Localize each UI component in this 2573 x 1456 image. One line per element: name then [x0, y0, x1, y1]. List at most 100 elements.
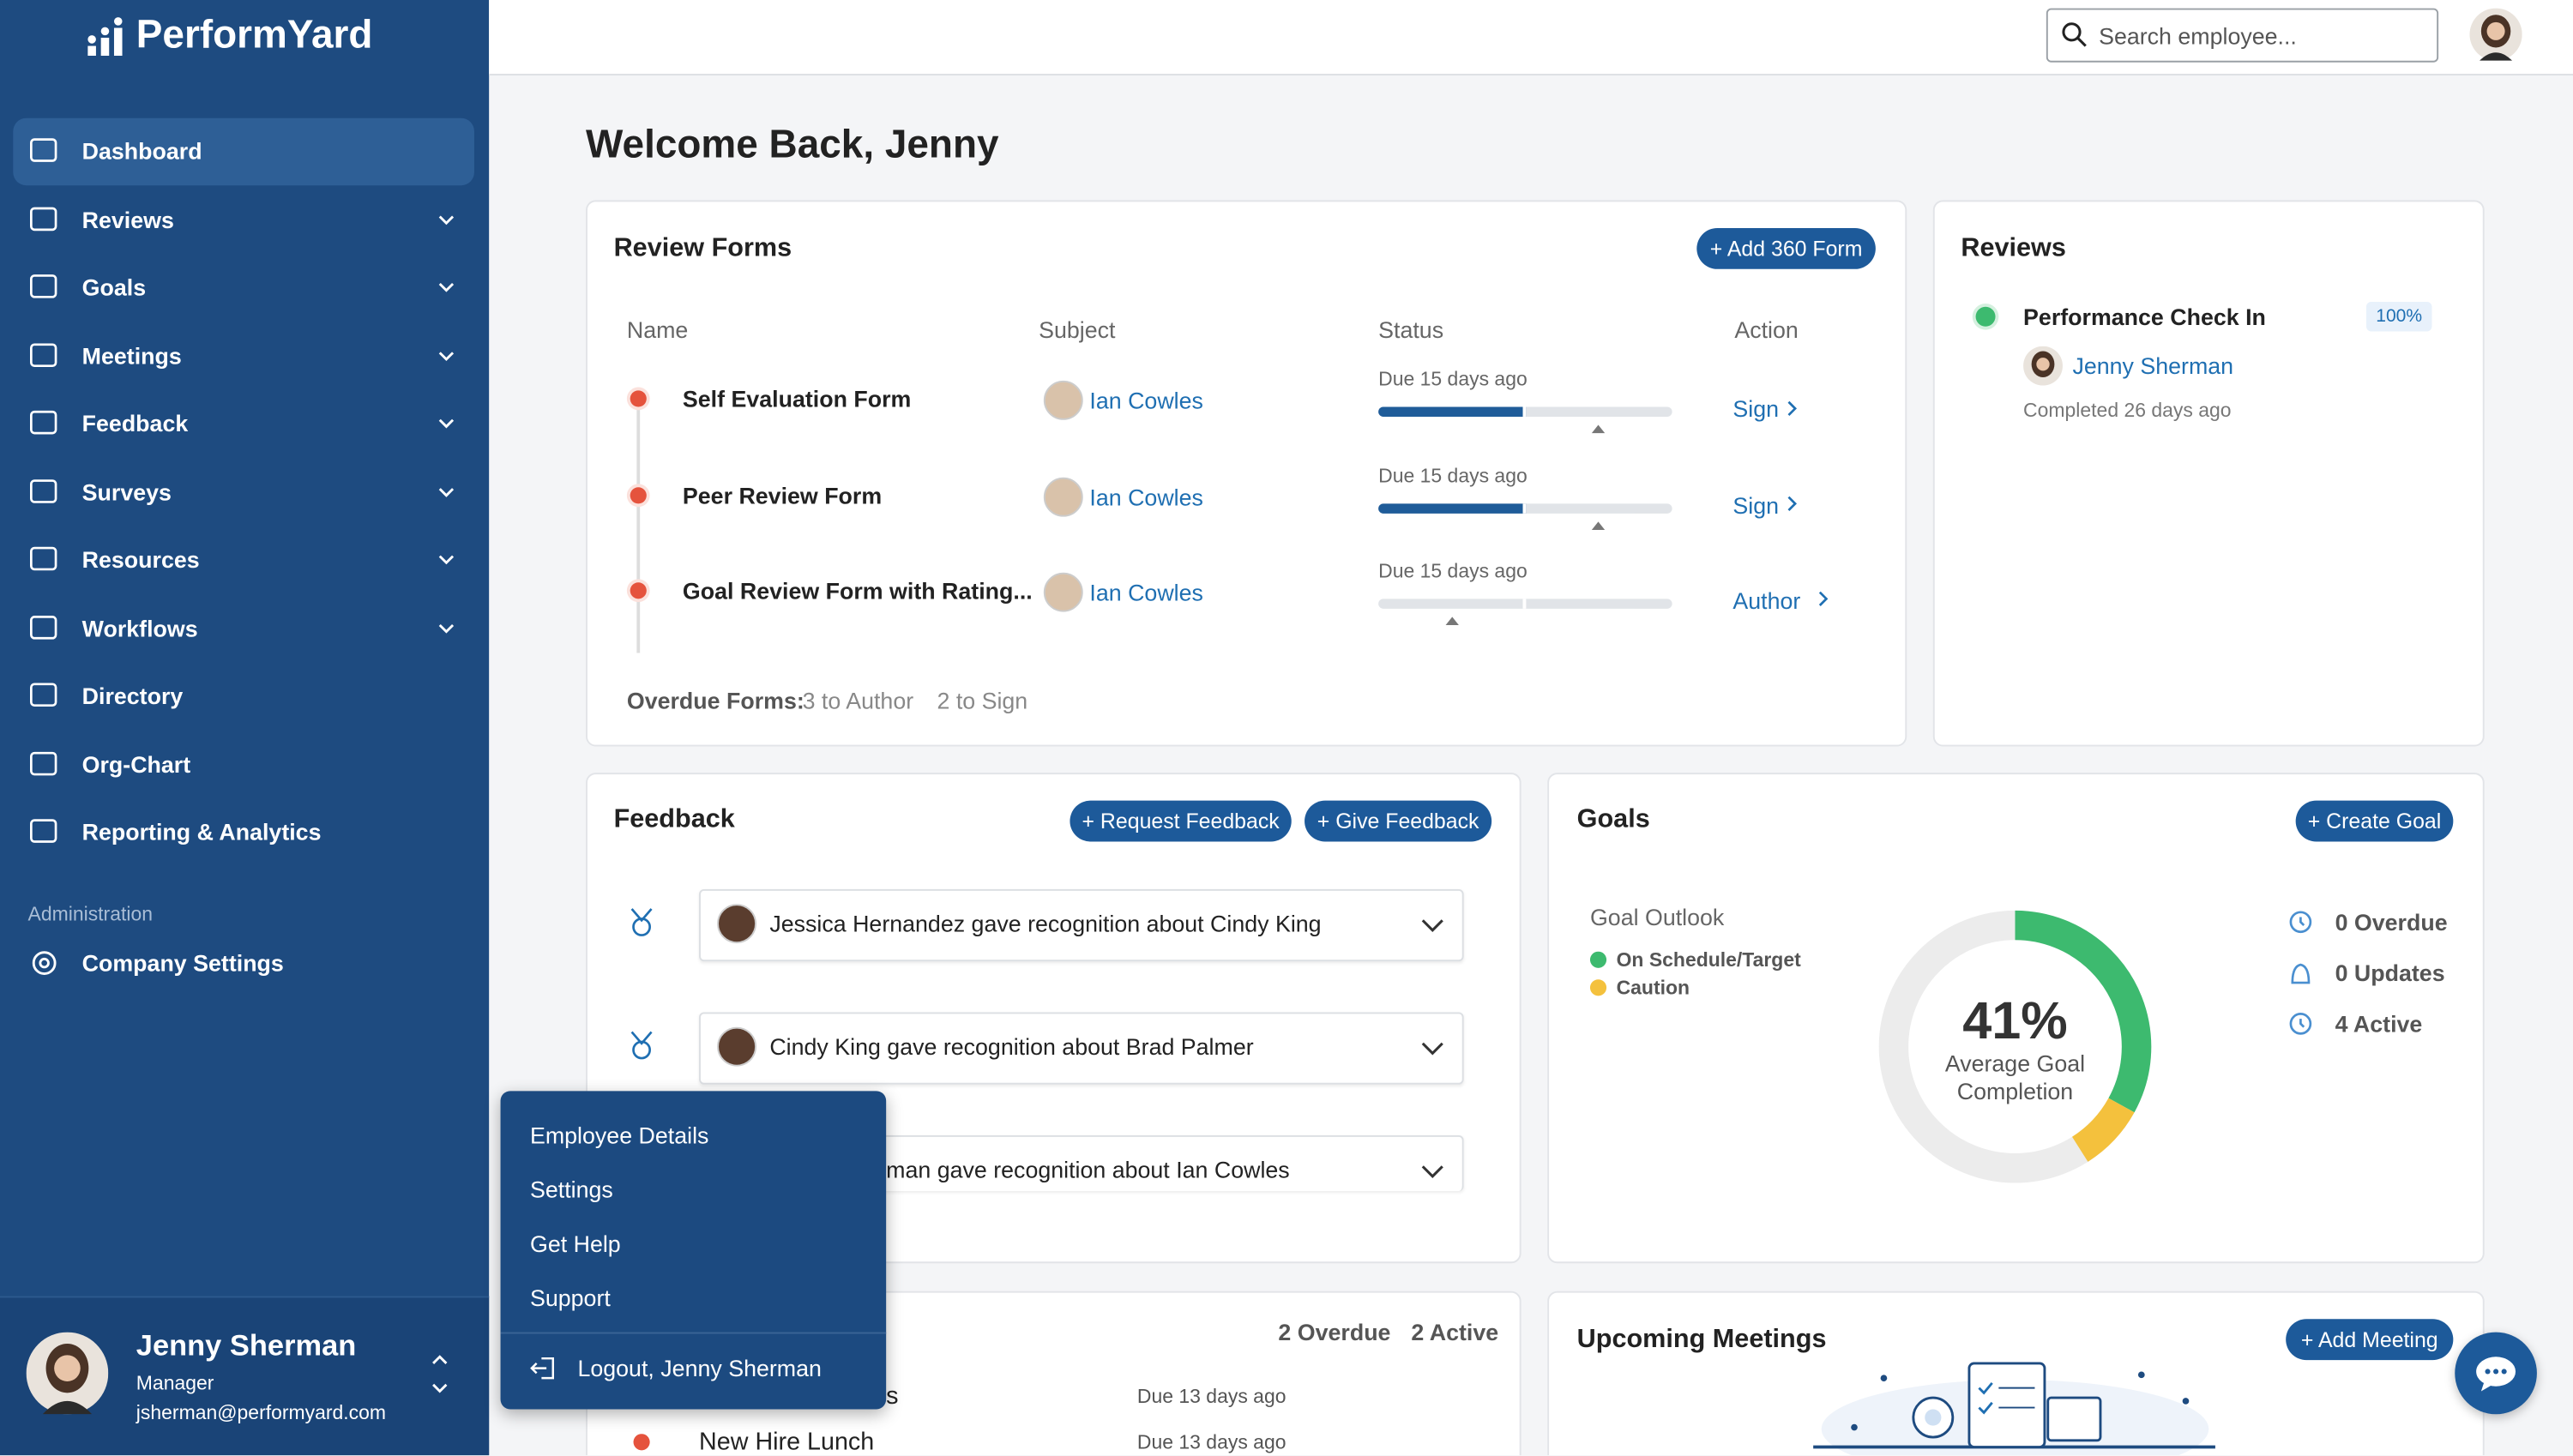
- chat-icon: [2476, 1357, 2516, 1392]
- goal-stat[interactable]: 4 Active: [2335, 1010, 2423, 1038]
- user-toggle[interactable]: [430, 1352, 449, 1401]
- task-name[interactable]: New Hire Lunch: [699, 1428, 875, 1456]
- nav-item[interactable]: Goals: [81, 274, 147, 301]
- nav-chevron[interactable]: [437, 280, 456, 293]
- center-label: Completion: [1956, 1078, 2074, 1104]
- form-name[interactable]: Self Evaluation Form: [682, 385, 912, 412]
- subject-link[interactable]: Ian Cowles: [1089, 387, 1203, 414]
- add-meeting-button[interactable]: + Add Meeting: [2286, 1319, 2454, 1361]
- task-name[interactable]: s: [886, 1381, 899, 1411]
- tasks-active[interactable]: 2 Active: [1411, 1319, 1499, 1345]
- review-item[interactable]: Performance Check In: [2023, 303, 2266, 330]
- action-link[interactable]: Author: [1732, 587, 1801, 614]
- nav-chevron[interactable]: [437, 553, 456, 566]
- create-goal-button[interactable]: + Create Goal: [2295, 800, 2454, 842]
- status-dot: [630, 582, 647, 599]
- nav-chevron[interactable]: [437, 214, 456, 226]
- subject-link[interactable]: Ian Cowles: [1089, 579, 1203, 605]
- action-link[interactable]: Sign: [1732, 491, 1780, 519]
- add-360-button[interactable]: + Add 360 Form: [1696, 227, 1876, 269]
- column-header: Action: [1734, 316, 1799, 343]
- nav-icon: [30, 479, 57, 503]
- card-title: Goals: [1576, 805, 1650, 833]
- nav-item[interactable]: Company Settings: [81, 949, 284, 977]
- donut-segment: [1878, 910, 2152, 1183]
- expand-chevron[interactable]: [1421, 1164, 1444, 1179]
- chat-button[interactable]: [2455, 1332, 2537, 1415]
- nav-item[interactable]: Feedback: [81, 410, 189, 436]
- nav-item[interactable]: Meetings: [81, 342, 182, 370]
- goal-donut: [1878, 910, 2152, 1183]
- nav-chevron[interactable]: [437, 485, 456, 498]
- task-due: Due 13 days ago: [1136, 1430, 1286, 1454]
- nav-icon: [30, 274, 57, 298]
- timeline: [636, 398, 641, 653]
- center-value: 41%: [1962, 990, 2068, 1050]
- nav-item[interactable]: Org-Chart: [81, 751, 191, 778]
- progress-track: [1378, 503, 1672, 530]
- nav-item[interactable]: Workflows: [81, 615, 198, 642]
- welcome: Welcome Back, Jenny: [586, 123, 999, 168]
- action-chevron: [1787, 496, 1798, 511]
- progress-divider: [1522, 503, 1527, 514]
- nav-chevron[interactable]: [437, 622, 456, 635]
- goal-stat[interactable]: 0 Updates: [2335, 960, 2445, 986]
- nav-item[interactable]: Resources: [81, 546, 200, 573]
- menu-item[interactable]: Get Help: [529, 1230, 621, 1257]
- legend-swatch: [1589, 979, 1607, 996]
- nav-item[interactable]: Reporting & Analytics: [81, 818, 322, 845]
- status-text: Due 15 days ago: [1378, 464, 1528, 488]
- overdue-author[interactable]: 3 to Author: [802, 687, 914, 714]
- nav-chevron[interactable]: [437, 417, 456, 430]
- nav-chevron[interactable]: [437, 350, 456, 363]
- task-dot: [633, 1434, 650, 1451]
- nav-item[interactable]: Directory: [81, 682, 184, 709]
- nav-item[interactable]: Reviews: [81, 207, 174, 233]
- feedback-item[interactable]: [699, 888, 1464, 962]
- button-label: Create Goal: [2326, 809, 2442, 833]
- form-name[interactable]: Peer Review Form: [682, 482, 883, 509]
- status-dot: [630, 390, 647, 407]
- column-header: Subject: [1039, 316, 1116, 343]
- feedback-avatar: [717, 1026, 757, 1067]
- subject-link[interactable]: Ian Cowles: [1089, 484, 1203, 511]
- nav-icon: [30, 819, 57, 843]
- feedback-text: Cindy King gave recognition about Brad P…: [769, 1033, 1254, 1060]
- search-box[interactable]: [2046, 8, 2439, 63]
- nav-item[interactable]: Dashboard: [81, 137, 202, 165]
- menu-item[interactable]: Support: [529, 1285, 611, 1311]
- expand-chevron[interactable]: [1421, 1042, 1444, 1056]
- feedback-text: Jessica Hernandez gave recognition about…: [769, 910, 1322, 937]
- form-name[interactable]: Goal Review Form with Rating...: [682, 577, 1033, 605]
- brand[interactable]: PerformYard: [136, 13, 373, 57]
- column-header: Status: [1378, 316, 1444, 343]
- stat-icons: [2289, 911, 2312, 1035]
- header-avatar[interactable]: [2469, 8, 2522, 61]
- nav-icon: [30, 207, 57, 232]
- sidebar: PerformYard Dashboard Reviews Goals Meeting…: [0, 0, 490, 1456]
- status-dot: [1975, 306, 1996, 327]
- feedback-item[interactable]: [699, 1012, 1464, 1085]
- goal-stat[interactable]: 0 Overdue: [2335, 908, 2448, 936]
- nav-item[interactable]: Surveys: [81, 478, 172, 506]
- menu-logout[interactable]: Logout, Jenny Sherman: [577, 1355, 822, 1381]
- action-link[interactable]: Sign: [1732, 395, 1780, 422]
- nav-icon: [30, 410, 57, 435]
- give-feedback-button[interactable]: + Give Feedback: [1305, 800, 1492, 842]
- expand-chevron[interactable]: [1421, 918, 1444, 933]
- completed-text: Completed 26 days ago: [2023, 398, 2232, 422]
- medal-icon: [630, 1031, 653, 1060]
- menu-item[interactable]: Settings: [529, 1176, 613, 1203]
- progress-fill: [1378, 406, 1526, 417]
- menu-divider: [500, 1332, 887, 1334]
- overdue-sign[interactable]: 2 to Sign: [937, 687, 1028, 714]
- task-due: Due 13 days ago: [1136, 1384, 1286, 1408]
- menu-item[interactable]: Employee Details: [529, 1122, 709, 1149]
- reviews-card: [1932, 200, 2485, 747]
- nav-icon: [30, 751, 57, 776]
- column-header: Name: [626, 316, 689, 343]
- progress-marker: [1592, 424, 1606, 434]
- person-link[interactable]: Jenny Sherman: [2072, 352, 2234, 379]
- tasks-overdue[interactable]: 2 Overdue: [1278, 1319, 1391, 1345]
- request-feedback-button[interactable]: + Request Feedback: [1070, 800, 1292, 842]
